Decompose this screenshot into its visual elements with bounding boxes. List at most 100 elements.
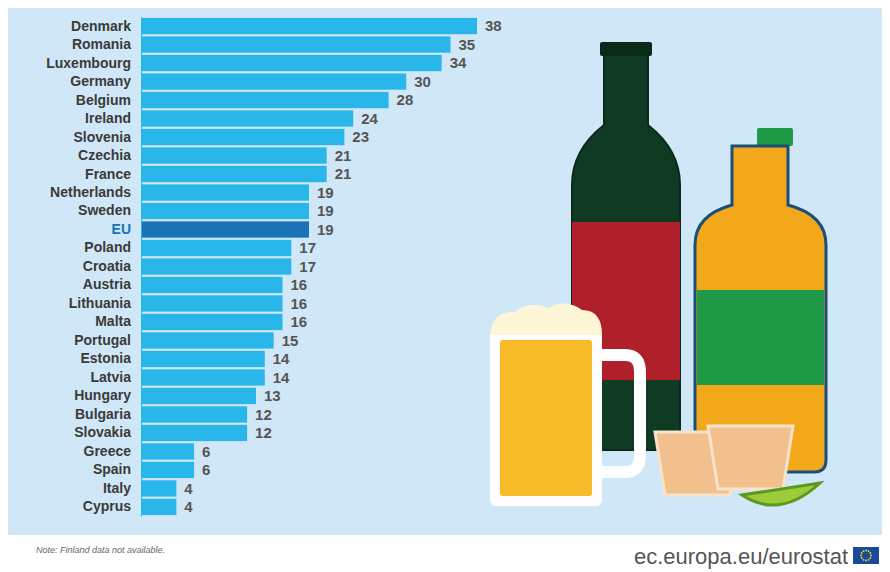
flag-star: [868, 559, 870, 561]
flag-star: [870, 555, 872, 557]
note: Note: Finland data not available.: [36, 545, 165, 555]
category-label: Cyprus: [83, 498, 131, 514]
tick: Czechia: [78, 147, 141, 163]
bar: [141, 462, 194, 478]
tick: Croatia: [83, 258, 141, 274]
bar: [141, 332, 274, 348]
tick: Slovenia: [73, 129, 141, 145]
bar: [141, 406, 247, 422]
tick: Cyprus: [83, 498, 141, 514]
bar: [141, 92, 389, 108]
category-label: Slovakia: [74, 424, 131, 440]
data-label: 4: [184, 498, 193, 515]
category-label: Estonia: [80, 350, 131, 366]
category-axis: Denmark Romania Luxembourg Germany Belgium Ir…: [46, 18, 141, 517]
data-label: 14: [273, 350, 290, 367]
tick: Austria: [83, 276, 141, 292]
tick: Poland: [84, 239, 141, 255]
bar: [141, 277, 282, 293]
category-label: Belgium: [76, 92, 131, 108]
data-label: 30: [414, 73, 431, 90]
bar: [141, 425, 247, 441]
flag-star: [863, 550, 865, 552]
data-label: 12: [255, 424, 272, 441]
data-label: 19: [317, 221, 334, 238]
tick: Netherlands: [50, 184, 141, 200]
illustration: [490, 42, 826, 506]
illustration-shape: [757, 128, 793, 146]
bars: [141, 18, 477, 515]
category-label: Sweden: [78, 202, 131, 218]
category-label: Bulgaria: [75, 406, 131, 422]
data-label: 13: [264, 387, 281, 404]
data-label: 34: [450, 54, 467, 71]
tick: EU: [112, 221, 141, 237]
flag-star: [861, 552, 863, 554]
tick: Luxembourg: [46, 55, 141, 71]
illustration-shape: [853, 547, 879, 564]
tick: Slovakia: [74, 424, 141, 440]
bar: [141, 388, 256, 404]
bar: [141, 203, 309, 219]
tick: Germany: [70, 73, 141, 89]
category-label: Croatia: [83, 258, 131, 274]
category-label: Spain: [93, 461, 131, 477]
tick: France: [85, 166, 141, 182]
category-label: Denmark: [71, 18, 131, 34]
category-label: France: [85, 166, 131, 182]
tick: Sweden: [78, 202, 141, 218]
data-label: 28: [397, 91, 414, 108]
axis-line: [141, 18, 142, 517]
bar: [141, 221, 309, 237]
source: ec.europa.eu/eurostat: [634, 544, 848, 569]
category-label: Netherlands: [50, 184, 131, 200]
category-label: Poland: [84, 239, 131, 255]
data-label: 38: [485, 17, 502, 34]
tick: Estonia: [80, 350, 141, 366]
tick: Portugal: [74, 332, 141, 348]
flag-star: [869, 552, 871, 554]
category-label: Portugal: [74, 332, 131, 348]
tick: Italy: [103, 480, 141, 496]
shot-glass: [708, 426, 793, 489]
category-label: Italy: [103, 480, 131, 496]
bar: [141, 36, 450, 52]
data-label: 21: [335, 165, 352, 182]
tick: Denmark: [71, 18, 141, 34]
flag-star: [865, 560, 867, 562]
bar: [141, 110, 353, 126]
category-label: Slovenia: [73, 129, 131, 145]
data-label: 16: [290, 295, 307, 312]
data-label: 14: [273, 369, 290, 386]
tick: Bulgaria: [75, 406, 141, 422]
tick: Ireland: [85, 110, 141, 126]
bar: [141, 73, 406, 89]
flag-star: [861, 557, 863, 559]
tick: Latvia: [91, 369, 141, 385]
category-label: Latvia: [91, 369, 132, 385]
bar: [141, 351, 265, 367]
tick: Spain: [93, 461, 141, 477]
illustration-shape: [600, 42, 652, 56]
data-label: 19: [317, 184, 334, 201]
category-label: Luxembourg: [46, 55, 131, 71]
data-label: 19: [317, 202, 334, 219]
beer-foam: [490, 303, 602, 335]
data-labels: 3835343028242321211919191717161616151414…: [184, 17, 501, 515]
bar: [141, 480, 176, 496]
tick: Belgium: [76, 92, 141, 108]
flag-star: [869, 557, 871, 559]
illustration-shape: [500, 340, 592, 496]
tick: Lithuania: [69, 295, 141, 311]
tick: Malta: [95, 313, 141, 329]
bar: [141, 166, 327, 182]
tick: Romania: [72, 36, 141, 52]
category-label: Ireland: [85, 110, 131, 126]
bar: [141, 240, 291, 256]
data-label: 16: [290, 276, 307, 293]
bar: [141, 258, 291, 274]
bar: [141, 55, 442, 71]
category-label: EU: [112, 221, 131, 237]
category-label: Romania: [72, 36, 131, 52]
data-label: 23: [352, 128, 369, 145]
